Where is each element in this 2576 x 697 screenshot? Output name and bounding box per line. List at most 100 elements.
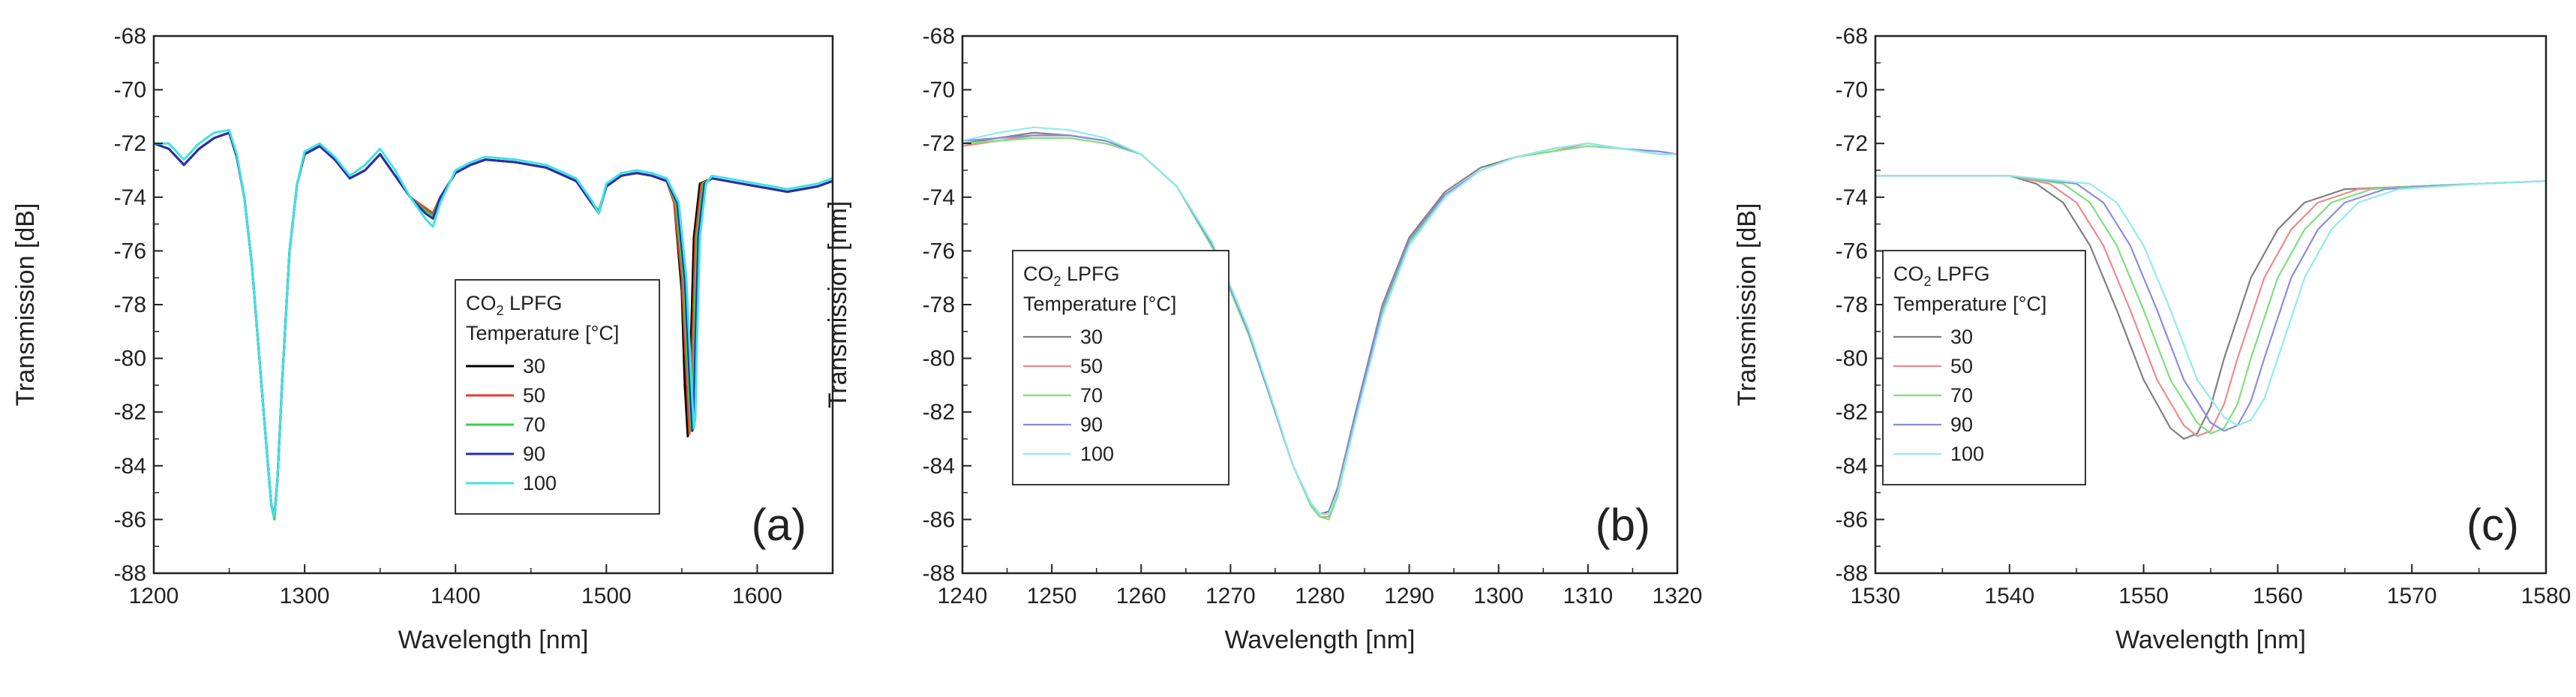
x-tick-label: 1240 [938,584,988,608]
legend: CO2 LPFG Temperature [°C] 30 50 70 90 100 [1012,250,1229,485]
series-line-100 [962,126,1677,515]
y-tick-label: -88 [1836,561,1868,586]
y-tick-label: -68 [1836,24,1868,49]
y-tick-label: -88 [114,561,146,586]
y-tick-label: -86 [1836,507,1868,532]
legend-title-subscript: 2 [1924,274,1932,289]
x-tick-label: 1580 [2521,584,2571,608]
y-tick-label: -86 [114,507,146,532]
x-tick-label: 1540 [1984,584,2034,608]
y-tick-label: -82 [1836,400,1868,425]
y-tick-label: -78 [114,293,146,317]
y-tick-label: -84 [1836,454,1868,479]
x-tick-label: 1550 [2118,584,2169,608]
legend-title-tail: LPFG [1061,263,1120,285]
legend-title-subscript: 2 [1054,274,1061,289]
x-tick-label: 1530 [1851,584,1901,608]
x-tick-label: 1270 [1205,584,1256,608]
x-tick-label: 1400 [431,584,481,608]
y-tick-label: -76 [923,239,955,263]
series-group [1875,175,2546,440]
x-tick-label: 1500 [581,584,632,608]
y-axis-title: Transmission [dB] [1733,203,1761,407]
y-tick-label: -68 [923,24,955,49]
x-tick-label: 1300 [280,584,330,608]
legend-title: CO2 LPFG [1893,263,1990,289]
legend-entry: 30 [1950,326,1973,348]
x-tick-label: 1310 [1563,584,1614,608]
y-tick-label: -82 [923,400,955,425]
y-tick-label: -80 [1836,347,1868,371]
series-line-100 [1875,175,2546,427]
panel-label: (a) [752,500,806,550]
legend-entry: 30 [1080,326,1103,348]
legend-box [455,279,660,515]
y-tick-label: -88 [923,561,955,586]
legend-box [1012,250,1229,485]
x-axis-title: Wavelength [nm] [398,626,589,654]
x-tick-label: 1300 [1473,584,1524,608]
legend-entry: 70 [1950,384,1973,407]
series-line-70 [1875,175,2546,434]
legend: CO2 LPFG Temperature [°C] 30 50 70 90 100 [455,279,660,515]
y-tick-label: -72 [114,131,146,156]
x-tick-label: 1260 [1116,584,1166,608]
legend-subtitle: Temperature [°C] [466,322,619,344]
legend-entry: 50 [523,384,545,407]
panel-label: (b) [1596,500,1650,550]
y-tick-label: -70 [923,78,955,103]
legend-title-subscript: 2 [497,303,504,318]
legend-title-main: CO [1023,263,1054,285]
legend-entry: 70 [1080,384,1103,407]
y-tick-label: -70 [114,78,146,103]
y-tick-label: -84 [923,454,955,479]
x-tick-label: 1600 [732,584,782,608]
x-tick-label: 1280 [1295,584,1345,608]
legend-title-main: CO [1893,263,1924,285]
y-tick-label: -74 [923,185,955,210]
x-tick-label: 1570 [2387,584,2437,608]
legend-entry: 30 [523,355,545,377]
legend-entry: 50 [1950,355,1973,377]
series-group [962,126,1677,521]
y-tick-label: -76 [1836,239,1868,263]
y-tick-label: -70 [1836,78,1868,103]
y-tick-label: -82 [114,400,146,425]
legend-subtitle: Temperature [°C] [1893,293,2046,315]
x-axis-title: Wavelength [nm] [1225,626,1416,654]
legend-title-main: CO [466,292,497,314]
y-tick-label: -80 [923,347,955,371]
y-tick-label: -80 [114,347,146,371]
y-tick-label: -76 [114,239,146,263]
panel-label: (c) [2466,500,2519,550]
y-axis-title: Transmission [nm] [824,201,852,408]
x-tick-label: 1320 [1653,584,1703,608]
x-tick-label: 1250 [1027,584,1077,608]
series-line-90 [1875,175,2546,432]
y-tick-label: -86 [923,507,955,532]
series-line-30 [1875,175,2546,440]
legend-title: CO2 LPFG [1023,263,1120,289]
legend-title-tail: LPFG [504,292,563,314]
y-tick-label: -72 [923,131,955,156]
series-line-50 [1875,175,2546,437]
y-tick-label: -68 [114,24,146,49]
legend: CO2 LPFG Temperature [°C] 30 50 70 90 100 [1882,250,2086,485]
series-line-100 [154,128,833,518]
legend-entry: 100 [523,472,557,494]
y-tick-label: -72 [1836,131,1868,156]
x-tick-label: 1560 [2253,584,2303,608]
y-tick-label: -74 [114,185,146,210]
legend-entry: 70 [523,413,545,436]
legend-entry: 50 [1080,355,1103,377]
legend-entry: 100 [1950,443,1984,465]
y-tick-label: -78 [1836,293,1868,317]
y-tick-label: -78 [923,293,955,317]
legend-entry: 90 [1950,413,1973,436]
legend-title-tail: LPFG [1932,263,1990,285]
series-line-70 [962,137,1677,521]
